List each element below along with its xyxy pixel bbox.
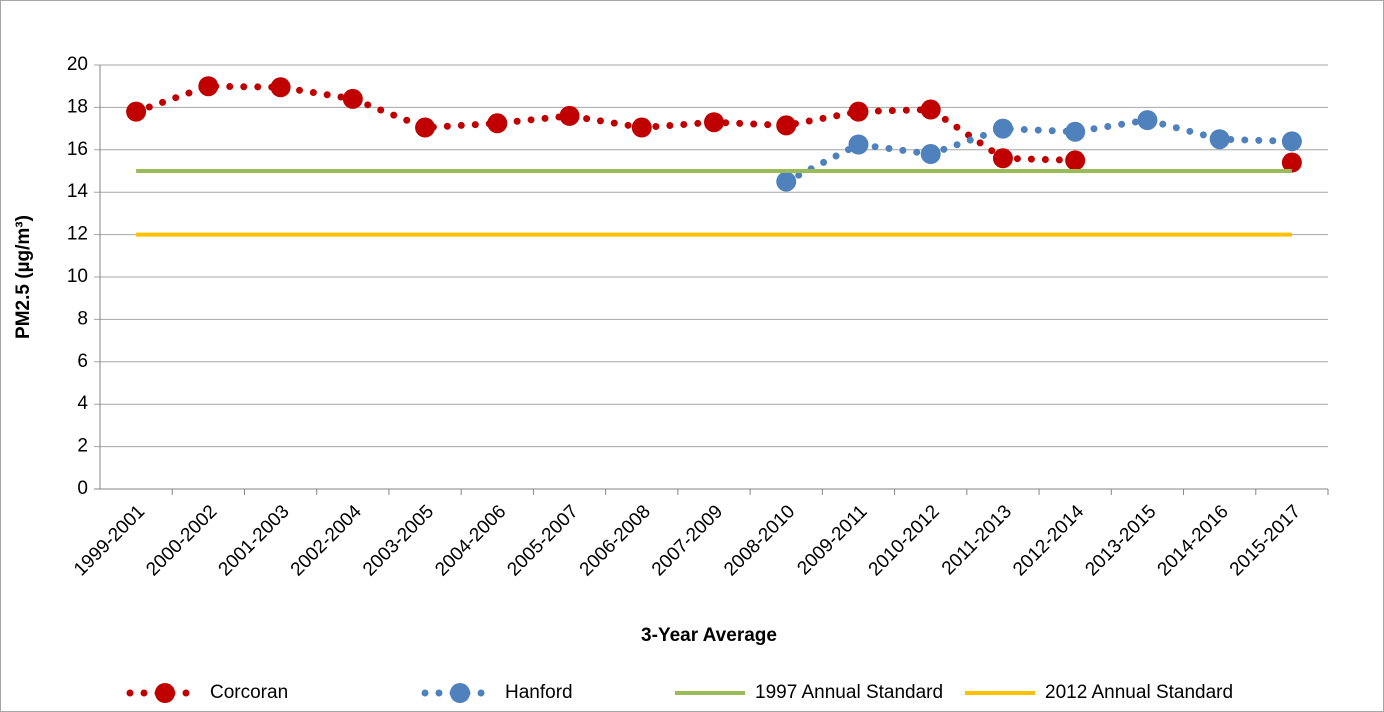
y-tick-label: 0 (77, 478, 88, 499)
series-marker (487, 113, 508, 134)
series-marker (776, 171, 797, 192)
series-marker (342, 88, 363, 109)
series-line (782, 116, 1296, 186)
series-marker (1137, 110, 1158, 131)
legend-label: Corcoran (210, 682, 288, 703)
series-marker (1065, 150, 1086, 171)
y-tick-label: 2 (77, 436, 88, 457)
y-tick-label: 18 (67, 96, 88, 117)
y-tick-label: 12 (67, 224, 88, 245)
series-marker (559, 105, 580, 126)
series-marker (1281, 131, 1302, 152)
series-marker (198, 76, 219, 97)
series-marker (992, 118, 1013, 139)
series-marker (1065, 121, 1086, 142)
series-marker (776, 115, 797, 136)
series-marker (704, 112, 724, 133)
y-tick-label: 6 (77, 351, 88, 372)
series-marker (126, 101, 147, 122)
series-marker (1209, 129, 1230, 150)
y-tick-label: 20 (67, 54, 88, 75)
y-tick-label: 14 (67, 181, 89, 202)
y-tick-label: 4 (77, 393, 88, 414)
series-marker (1281, 152, 1302, 173)
legend-marker (450, 683, 470, 703)
legend-label: Hanford (505, 682, 573, 703)
series-marker (631, 117, 652, 138)
series-marker (848, 101, 869, 122)
series-marker (848, 134, 869, 155)
y-axis-title: PM2.5 (µg/m³) (13, 215, 34, 339)
series-marker (920, 144, 941, 165)
x-axis-title: 3-Year Average (641, 625, 777, 646)
series-marker (270, 77, 291, 98)
legend-label: 1997 Annual Standard (755, 682, 943, 703)
series-marker (920, 99, 941, 120)
series-marker (415, 117, 436, 138)
y-tick-label: 10 (67, 266, 88, 287)
legend-marker (155, 683, 175, 703)
y-tick-label: 16 (67, 139, 88, 160)
series-marker (992, 148, 1013, 169)
y-tick-label: 8 (77, 308, 88, 329)
legend-label: 2012 Annual Standard (1045, 682, 1233, 703)
